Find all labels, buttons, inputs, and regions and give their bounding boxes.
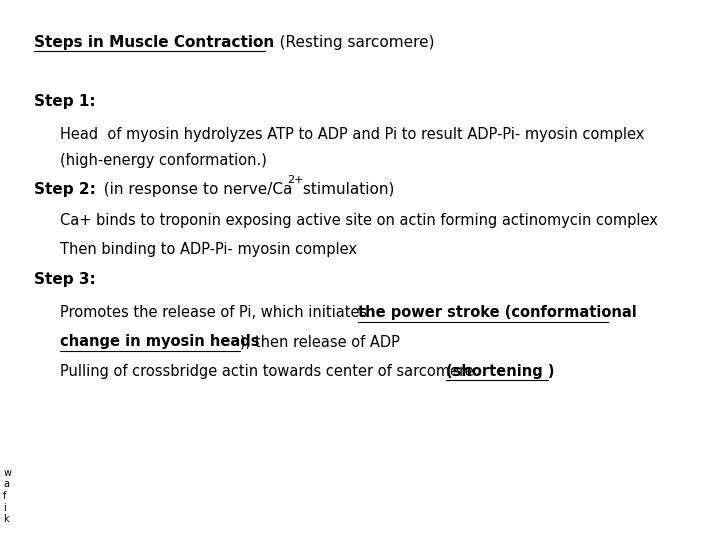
Text: Ca+ binds to troponin exposing active site on actin forming actinomycin complex: Ca+ binds to troponin exposing active si… — [60, 213, 657, 228]
Text: Head  of myosin hydrolyzes ATP to ADP and Pi to result ADP-Pi- myosin complex: Head of myosin hydrolyzes ATP to ADP and… — [60, 127, 644, 143]
Text: (high-energy conformation.): (high-energy conformation.) — [60, 153, 266, 168]
Text: Steps in Muscle Contraction: Steps in Muscle Contraction — [35, 35, 275, 50]
Text: stimulation): stimulation) — [298, 182, 395, 197]
Text: Pulling of crossbridge actin towards center of sarcomere: Pulling of crossbridge actin towards cen… — [60, 364, 478, 379]
Text: w
a
f
i
k: w a f i k — [3, 468, 11, 524]
Text: Step 3:: Step 3: — [35, 272, 96, 287]
Text: (in response to nerve/Ca: (in response to nerve/Ca — [94, 182, 293, 197]
Text: change in myosin heads: change in myosin heads — [60, 334, 264, 349]
Text: 2+: 2+ — [287, 176, 303, 185]
Text: ), then release of ADP: ), then release of ADP — [240, 334, 400, 349]
Text: Promotes the release of Pi, which initiates: Promotes the release of Pi, which initia… — [60, 306, 372, 320]
Text: (Resting sarcomere): (Resting sarcomere) — [266, 35, 435, 50]
Text: (shortening ): (shortening ) — [446, 364, 554, 379]
Text: Step 1:: Step 1: — [35, 94, 96, 109]
Text: Step 2:: Step 2: — [35, 182, 96, 197]
Text: the power stroke (conformational: the power stroke (conformational — [358, 306, 636, 320]
Text: Then binding to ADP-Pi- myosin complex: Then binding to ADP-Pi- myosin complex — [60, 242, 356, 257]
